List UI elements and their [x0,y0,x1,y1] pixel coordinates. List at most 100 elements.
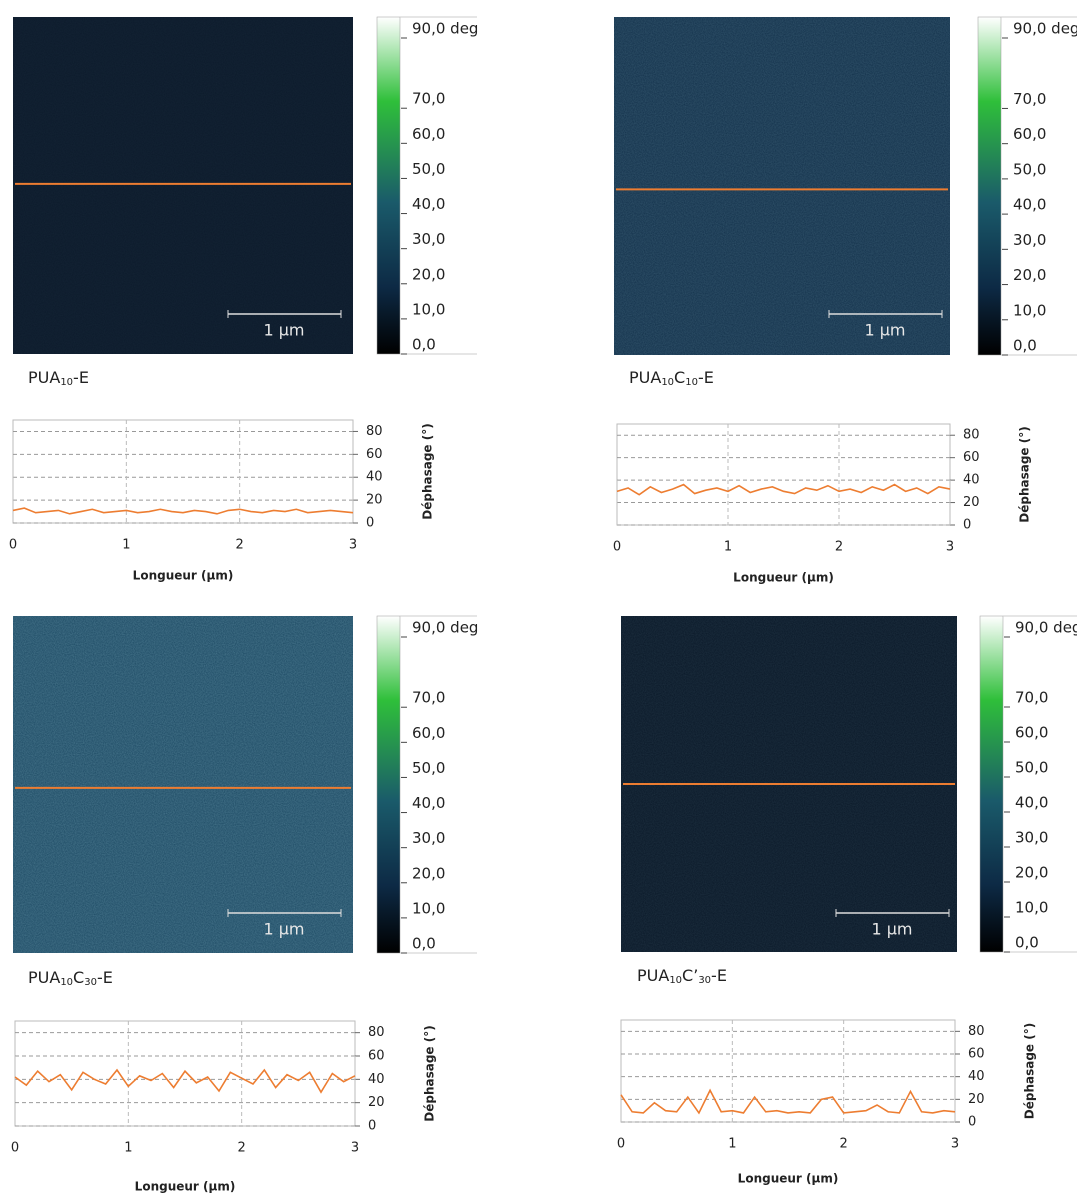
x-tick-label: 0 [613,540,621,555]
colorbar-tick-label: 40,0 [412,794,445,812]
label-part: 10 [661,377,674,388]
colorbar-tick-label: 40,0 [1013,196,1046,214]
colorbar-tick-label: 60,0 [412,724,445,742]
colorbar-tick-label: 90,0 deg [412,619,478,637]
colorbar-tick-label: 50,0 [412,160,445,178]
label-part: 10 [669,975,682,986]
label-part: -E [711,966,727,985]
colorbar-tick-label: 70,0 [412,90,445,108]
plot-area [620,1019,956,1123]
label-part: 10 [60,377,73,388]
y-tick-label: 40 [366,470,383,485]
label-part: PUA [629,368,661,387]
x-tick-label: 2 [238,1141,246,1156]
label-part: PUA [637,966,669,985]
colorbar-tick-label: 60,0 [1015,724,1048,742]
label-part: 30 [84,977,97,988]
x-tick-label: 3 [946,540,954,555]
label-part: PUA [28,368,60,387]
y-tick-label: 80 [368,1025,385,1040]
label-part: 30 [698,975,711,986]
colorbar-tick-label: 40,0 [412,195,445,213]
x-tick-label: 1 [124,1141,132,1156]
colorbar [977,16,1002,356]
label-part: C’ [682,966,698,985]
scale-bar-label: 1 µm [864,321,905,340]
y-axis-title: Déphasage (°) [423,1025,437,1121]
colorbar-tick-label: 90,0 deg [412,20,478,38]
y-tick-label: 20 [968,1092,985,1107]
label-part: -E [73,368,89,387]
y-tick-label: 0 [968,1115,976,1130]
colorbar-tick-label: 20,0 [1015,864,1048,882]
colorbar-tick-label: 40,0 [1015,794,1048,812]
scale-bar-label: 1 µm [263,920,304,939]
sample-label: PUA10C’30-E [637,966,727,987]
y-tick-label: 60 [366,447,383,462]
profile [620,1088,956,1115]
colorbar-tick-label: 70,0 [412,689,445,707]
x-tick-label: 2 [236,538,244,553]
colorbar-tick-label: 10,0 [412,300,445,318]
colorbar-tick-label: 60,0 [1013,125,1046,143]
x-axis-title: Longueur (µm) [738,1172,839,1186]
phase-texture [13,17,353,354]
colorbar-tick-label: 20,0 [412,265,445,283]
plot-area [12,419,354,524]
label-part: 10 [685,377,698,388]
y-tick-label: 20 [368,1095,385,1110]
y-tick-label: 20 [366,493,383,508]
y-tick-label: 60 [963,450,980,465]
colorbar-tick-label: 30,0 [412,829,445,847]
x-tick-label: 0 [9,538,17,553]
colorbar-tick-label: 60,0 [412,125,445,143]
y-axis-title: Déphasage (°) [421,423,435,519]
colorbar-tick-label: 0,0 [1015,934,1039,952]
profile [12,507,354,515]
colorbar-tick-label: 10,0 [1015,899,1048,917]
plot-area [14,1020,356,1127]
colorbar [376,615,401,954]
label-part: PUA [28,968,60,987]
colorbar-tick-label: 20,0 [1013,266,1046,284]
y-tick-label: 60 [368,1049,385,1064]
x-tick-label: 1 [724,540,732,555]
colorbar-tick-label: 90,0 deg [1015,619,1077,637]
x-axis-title: Longueur (µm) [133,569,234,583]
y-tick-label: 80 [366,424,383,439]
phase-texture [13,616,353,953]
profile [616,483,951,496]
colorbar-tick-label: 50,0 [1015,759,1048,777]
y-tick-label: 0 [368,1119,376,1134]
y-axis-title: Déphasage (°) [1018,426,1032,522]
colorbar [376,16,401,355]
colorbar-tick-label: 70,0 [1015,689,1048,707]
colorbar-tick-label: 50,0 [1013,160,1046,178]
colorbar-tick-label: 30,0 [1013,231,1046,249]
sample-label: PUA10-E [28,368,89,389]
y-tick-label: 80 [963,428,980,443]
x-axis-title: Longueur (µm) [733,571,834,585]
x-tick-label: 2 [840,1137,848,1152]
x-tick-label: 3 [351,1141,359,1156]
scale-bar-label: 1 µm [871,920,912,939]
label-part: -E [698,368,714,387]
label-part: -E [97,968,113,987]
y-tick-label: 40 [968,1069,985,1084]
y-tick-label: 0 [366,516,374,531]
profile [14,1068,356,1094]
x-tick-label: 0 [11,1141,19,1156]
y-tick-label: 0 [963,518,971,533]
colorbar-tick-label: 30,0 [1015,829,1048,847]
y-tick-label: 40 [368,1072,385,1087]
x-tick-label: 3 [349,538,357,553]
colorbar-tick-label: 20,0 [412,864,445,882]
x-tick-label: 1 [728,1137,736,1152]
x-tick-label: 1 [122,538,130,553]
y-axis-title: Déphasage (°) [1023,1023,1037,1119]
colorbar-tick-label: 70,0 [1013,90,1046,108]
label-part: C [674,368,685,387]
phase-texture [614,17,950,355]
colorbar-tick-label: 90,0 deg [1013,20,1077,38]
y-tick-label: 60 [968,1047,985,1062]
